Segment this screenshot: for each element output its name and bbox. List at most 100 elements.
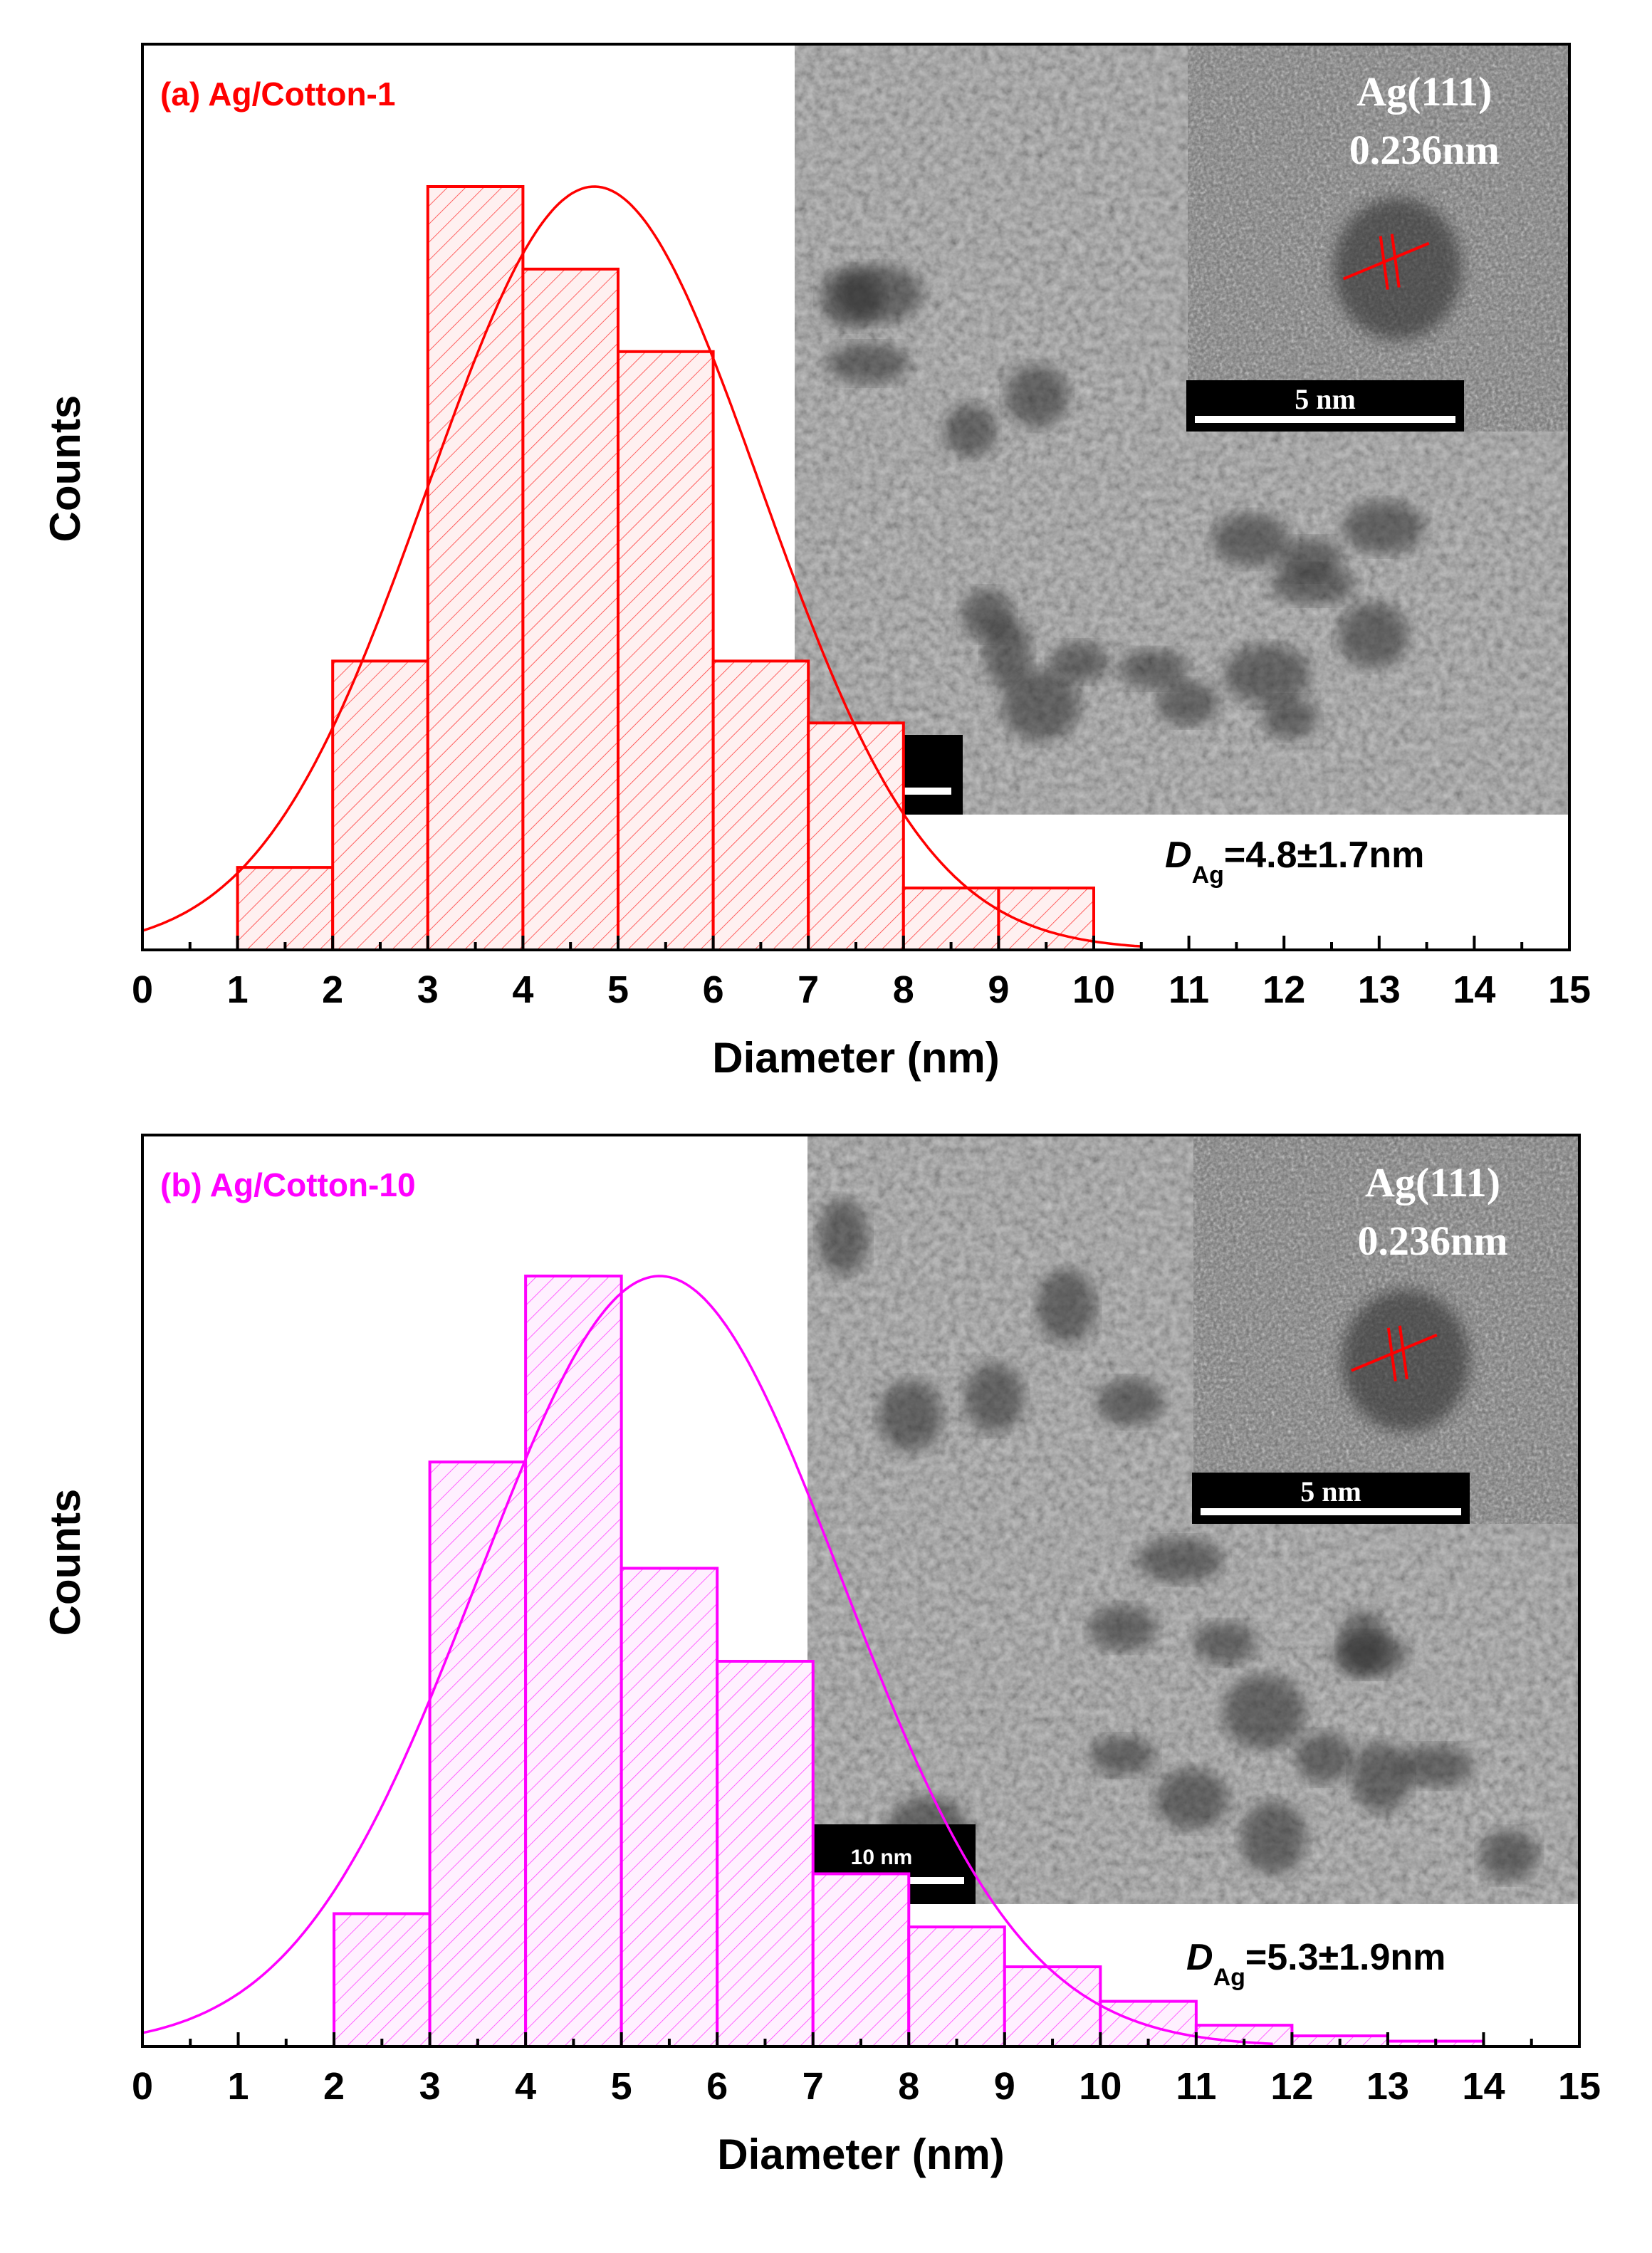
annotation-symbol: D: [1165, 835, 1192, 876]
x-tick-label: 15: [1558, 2065, 1601, 2108]
nanoparticle: [1332, 1633, 1408, 1677]
lattice-plane-label: Ag(111): [1365, 1159, 1500, 1206]
histogram-bars: [333, 1275, 1485, 2049]
annotation-subscript: Ag: [1213, 1964, 1245, 1991]
nanoparticle: [827, 343, 909, 384]
histogram-bar: [1003, 1965, 1102, 2048]
lattice-spacing-label: 0.236nm: [1358, 1218, 1508, 1264]
histogram-bar: [333, 1912, 432, 2048]
nanoparticle: [1050, 642, 1109, 682]
histogram-bar: [521, 267, 620, 951]
mean-diameter-annotation: DAg=5.3±1.9nm: [1186, 1937, 1446, 1991]
x-tick-label: 11: [1169, 968, 1209, 1011]
nanoparticle: [964, 1363, 1024, 1433]
x-tick-label: 7: [798, 968, 819, 1011]
x-axis-label: Diameter (nm): [717, 2131, 1004, 2178]
nanoparticle: [1156, 680, 1218, 726]
x-tick-label: 13: [1358, 968, 1401, 1011]
histogram-bar: [907, 1925, 1006, 2049]
lattice-marker: [1351, 1333, 1438, 1372]
panel-label: (a) Ag/Cotton-1: [160, 75, 395, 113]
hrtem-scale-bar: [1195, 416, 1455, 423]
nanoparticle: [1193, 1621, 1256, 1664]
x-tick-label: 4: [512, 968, 533, 1011]
x-tick-label: 5: [607, 968, 629, 1011]
nanoparticle: [1480, 1829, 1539, 1882]
nanoparticle: [983, 617, 1032, 688]
histogram-bar: [807, 721, 905, 951]
nanoparticle: [1097, 1378, 1164, 1426]
x-tick-label: 1: [228, 2065, 249, 2108]
x-axis-tick-labels: 0 1 2 3 4 5 6 7 8 9 10 11 12 13 14 15: [132, 968, 1591, 1011]
annotation-symbol: D: [1186, 1937, 1213, 1978]
x-tick-label: 2: [322, 968, 343, 1011]
x-tick-label: 4: [515, 2065, 536, 2108]
lattice-fringe-marker: [1386, 1327, 1397, 1382]
y-axis-label: Counts: [41, 395, 89, 543]
nanoparticle: [1211, 513, 1288, 566]
x-tick-label: 7: [803, 2065, 824, 2108]
nanoparticle: [943, 404, 997, 458]
nanoparticle: [1089, 1605, 1157, 1651]
lattice-spacing-label: 0.236nm: [1349, 127, 1500, 173]
x-tick-label: 11: [1176, 2065, 1216, 2108]
x-tick-label: 0: [132, 2065, 153, 2108]
x-tick-label: 10: [1072, 968, 1115, 1011]
lattice-plane-label: Ag(111): [1356, 68, 1492, 115]
nanoparticle: [1136, 1537, 1223, 1583]
x-axis-ticks: [141, 936, 1571, 950]
histogram-bar: [236, 866, 335, 952]
annotation-subscript: Ag: [1192, 862, 1224, 889]
x-tick-label: 2: [323, 2065, 345, 2108]
x-axis-ticks: [141, 2032, 1581, 2046]
nanoparticle: [1277, 538, 1342, 580]
x-tick-label: 6: [703, 968, 724, 1011]
x-tick-label: 13: [1366, 2065, 1409, 2108]
mean-diameter-annotation: DAg=4.8±1.7nm: [1165, 835, 1424, 889]
x-tick-label: 15: [1548, 968, 1591, 1011]
x-tick-label: 12: [1270, 2065, 1313, 2108]
histogram-bar: [617, 350, 715, 951]
gaussian-fit-curve: [142, 185, 1141, 948]
x-tick-label: 14: [1453, 968, 1495, 1011]
nanoparticle: [1338, 602, 1408, 669]
nanoparticle: [1352, 1742, 1411, 1813]
nanoparticle: [1223, 1674, 1305, 1750]
hrtem-scale-bar-label: 5 nm: [1295, 383, 1356, 415]
hrtem-scale-bar: [1201, 1508, 1461, 1515]
histogram-bar: [524, 1275, 623, 2048]
tem-inset: Ag(111) 0.236nm 5 nm 10 nm: [807, 1135, 1579, 1904]
x-tick-label: 3: [417, 968, 439, 1011]
nanoparticle: [1398, 1745, 1473, 1787]
nanoparticle: [1005, 365, 1069, 427]
nanoparticle: [878, 1380, 943, 1452]
x-tick-label: 9: [988, 968, 1009, 1011]
hrtem-scale-bar-label: 5 nm: [1300, 1475, 1361, 1507]
x-axis-tick-labels: 0 1 2 3 4 5 6 7 8 9 10 11 12 13 14 15: [132, 2065, 1601, 2108]
y-axis-label: Counts: [41, 1489, 89, 1636]
x-tick-label: 5: [611, 2065, 632, 2108]
histogram-bar: [716, 1660, 815, 2048]
x-tick-label: 6: [706, 2065, 728, 2108]
nanoparticle: [1002, 669, 1080, 741]
nanoparticle: [1155, 1768, 1229, 1830]
x-tick-label: 3: [419, 2065, 441, 2108]
histogram-bar: [331, 659, 429, 951]
histogram-bar: [711, 659, 810, 951]
histogram-bar: [811, 1872, 911, 2048]
panel-label: (b) Ag/Cotton-10: [160, 1166, 416, 1203]
lattice-fringe-marker: [1390, 234, 1401, 288]
nanoparticle: [1240, 1801, 1306, 1875]
gaussian-fit-curve: [142, 1275, 1273, 2046]
nanoparticle: [1295, 1732, 1354, 1783]
nanoparticle: [1089, 1735, 1156, 1775]
x-axis-label: Diameter (nm): [712, 1034, 999, 1082]
x-tick-label: 12: [1262, 968, 1305, 1011]
x-tick-label: 9: [994, 2065, 1015, 2108]
x-tick-label: 1: [227, 968, 249, 1011]
x-tick-label: 8: [898, 2065, 919, 2108]
lattice-fringe-marker: [1379, 236, 1389, 290]
